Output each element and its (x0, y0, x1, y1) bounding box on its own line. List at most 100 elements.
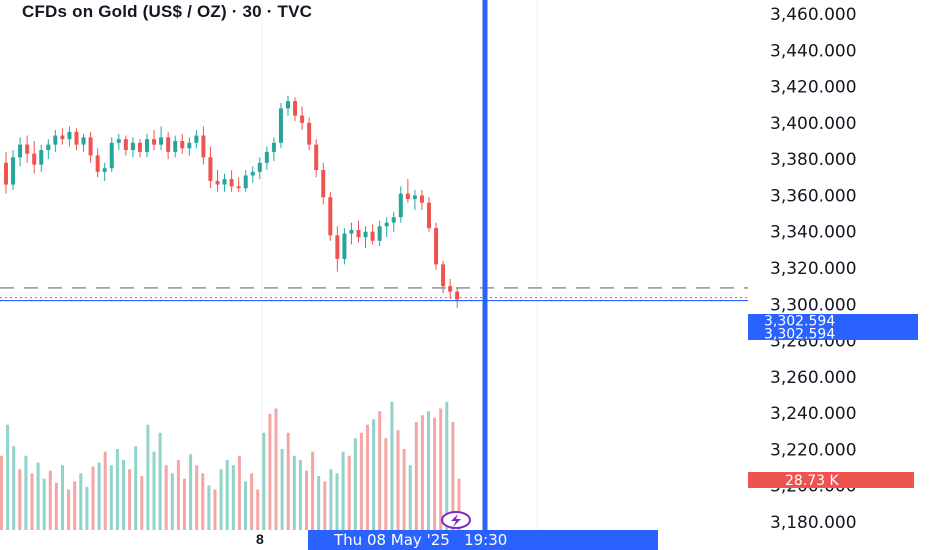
volume-bar (42, 478, 46, 530)
last-price-badge-label: 3,302.594 (764, 327, 835, 343)
volume-bar (97, 462, 101, 530)
volume-bar (256, 489, 260, 530)
volume-bar (152, 451, 156, 530)
volume-bar (146, 424, 150, 530)
volume-bar (402, 449, 406, 530)
candle-body (102, 168, 107, 172)
volume-bar (225, 459, 229, 530)
candle-body (455, 291, 460, 300)
volume-bar (122, 459, 125, 530)
candle-body (264, 151, 269, 163)
candle-body (335, 235, 340, 259)
volume-bar (170, 473, 174, 530)
candle-body (356, 229, 361, 238)
volume-bar (414, 422, 418, 530)
volume-bar (244, 481, 247, 530)
price-tick-label: 3,340.000 (770, 223, 857, 243)
volume-bar (396, 430, 400, 530)
candle-body (250, 171, 255, 176)
volume-bar (109, 465, 113, 530)
volume-bar (36, 462, 40, 530)
volume-bar (323, 481, 327, 530)
candle-body (257, 162, 262, 172)
volume-bar (311, 451, 315, 530)
candle-body (53, 135, 58, 145)
candle-body (109, 142, 114, 169)
candle-body (229, 179, 234, 187)
candle-body (427, 202, 431, 229)
volume-bar (298, 459, 302, 530)
chart-grid (261, 0, 538, 530)
chart-title[interactable]: CFDs on Gold (US$ / OZ) · 30 · TVC (22, 2, 313, 21)
volume-bar (451, 422, 455, 530)
volume-bar (48, 470, 52, 530)
candle-body (384, 222, 389, 227)
candle-body (116, 139, 121, 143)
volume-bar (91, 466, 95, 530)
volume-bar (164, 465, 168, 530)
chart-overlay-lines (0, 0, 748, 530)
candle-body (88, 137, 93, 156)
volume-bar (85, 486, 89, 530)
candle-body (60, 135, 65, 140)
price-tick-label: 3,220.000 (770, 440, 857, 460)
candle-body (95, 155, 100, 172)
price-axis[interactable]: 3,460.000 3,440.000 3,420.000 3,400.000 3,38… (770, 5, 857, 533)
time-tick-label: 8 (256, 531, 264, 547)
candle-body (173, 141, 178, 152)
volume-bar (219, 469, 223, 530)
candle-body (377, 226, 382, 241)
volume-bar (0, 455, 3, 530)
volume-bar (73, 481, 77, 530)
volume-bar (433, 417, 437, 530)
candle-body (18, 144, 23, 158)
candle-body (370, 231, 375, 241)
candle-body (349, 229, 354, 234)
time-axis[interactable]: 8 Thu 08 May '25 19:30 (256, 511, 658, 550)
candle-body (187, 142, 192, 149)
last-price-badge-label: 3,302.594 (764, 314, 835, 330)
volume-bar (280, 449, 284, 530)
candle-body (39, 150, 44, 165)
crosshair-time-label: Thu 08 May '25 19:30 (333, 531, 507, 549)
volume-bar (408, 465, 412, 530)
volume-bar (140, 476, 144, 530)
flash-logo-icon[interactable] (441, 511, 471, 529)
candle-body (25, 144, 30, 154)
volume-bar (195, 465, 199, 530)
candle-body (441, 264, 446, 287)
volume-bar (189, 454, 193, 530)
price-tick-label: 3,240.000 (770, 404, 857, 424)
candle-body (405, 193, 410, 200)
volume-bar (427, 411, 430, 530)
volume-bar (384, 438, 388, 530)
volume-bar (335, 473, 339, 530)
volume-bar (12, 446, 16, 530)
volume-bar (54, 482, 58, 530)
candle-body (201, 135, 206, 158)
volume-bar (115, 449, 119, 530)
candle-body (74, 131, 79, 145)
candle-body (215, 180, 220, 185)
volume-bar (420, 415, 424, 530)
volume-bar (67, 489, 71, 530)
last-price-badge (748, 314, 918, 327)
volume-bar (341, 451, 345, 530)
volume-bar (262, 432, 266, 530)
volume-bar (305, 470, 308, 530)
last-price-badge (748, 327, 918, 340)
volume-bar (24, 455, 28, 530)
volume-bar (103, 451, 107, 530)
volume-histogram (0, 401, 461, 530)
lightning-bolt-icon (451, 514, 461, 527)
volume-bar (286, 432, 290, 530)
volume-bar (390, 401, 394, 530)
candle-body (32, 153, 37, 165)
volume-bar (378, 411, 382, 530)
candle-body (271, 142, 276, 152)
price-tick-label: 3,400.000 (770, 114, 857, 134)
price-tick-label: 3,380.000 (770, 150, 857, 170)
candle-body (67, 131, 72, 140)
